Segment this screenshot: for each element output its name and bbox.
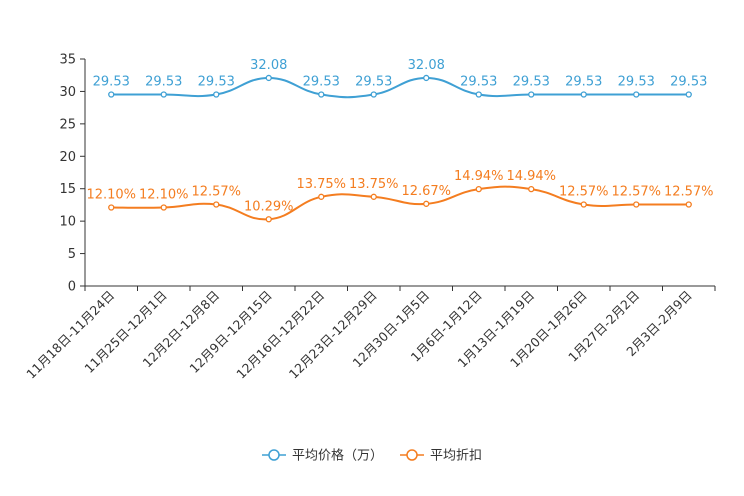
data-point[interactable] (475, 185, 482, 193)
data-point[interactable] (423, 74, 430, 82)
x-tick-label: 11月18日-11月24日 (23, 288, 117, 382)
data-label: 29.53 (618, 74, 655, 89)
series-points (108, 74, 692, 223)
data-point[interactable] (580, 91, 587, 98)
legend-marker (268, 449, 280, 461)
x-tick-label: 12月23日-12月29日 (286, 288, 380, 382)
data-label: 29.53 (198, 74, 235, 89)
x-tick-label: 12月16日-12月22日 (233, 288, 327, 382)
x-axis-ticks: 11月18日-11月24日11月25日-12月1日12月2日-12月8日12月9… (23, 286, 716, 382)
data-label: 32.08 (250, 58, 287, 73)
data-point[interactable] (528, 91, 535, 98)
data-label: 12.10% (86, 188, 136, 203)
data-label: 14.94% (506, 169, 556, 184)
data-label: 13.75% (349, 177, 399, 192)
y-tick-label: 20 (59, 150, 76, 165)
legend-label: 平均折扣 (430, 449, 482, 464)
legend-label: 平均价格（万） (292, 448, 383, 464)
data-point[interactable] (423, 200, 430, 207)
data-label: 13.75% (296, 177, 346, 192)
y-tick-label: 30 (59, 85, 76, 100)
data-point[interactable] (475, 91, 482, 98)
data-point[interactable] (685, 201, 692, 208)
y-tick-label: 35 (59, 53, 76, 68)
data-point[interactable] (528, 185, 535, 193)
legend[interactable]: 平均价格（万） 平均折扣 (262, 448, 482, 464)
series-lines (111, 76, 689, 221)
data-point[interactable] (580, 201, 587, 208)
data-point[interactable] (213, 91, 220, 98)
data-point[interactable] (633, 201, 640, 208)
data-label: 29.53 (93, 74, 130, 89)
data-point[interactable] (370, 193, 377, 200)
data-label: 29.53 (460, 74, 497, 89)
data-label: 12.67% (401, 184, 451, 199)
data-label: 10.29% (244, 199, 294, 214)
data-label: 14.94% (454, 169, 504, 184)
legend-marker (406, 449, 418, 461)
y-tick-label: 25 (59, 117, 76, 132)
data-label: 29.53 (145, 74, 182, 89)
legend-item-1[interactable]: 平均价格（万） (262, 448, 383, 464)
data-point[interactable] (265, 216, 272, 223)
data-point[interactable] (265, 74, 272, 82)
data-label: 12.57% (191, 184, 241, 199)
data-label: 12.57% (559, 184, 609, 199)
data-label: 12.57% (664, 184, 714, 199)
data-point[interactable] (160, 204, 167, 211)
data-point[interactable] (633, 91, 640, 98)
data-label: 12.57% (611, 184, 661, 199)
data-label: 29.53 (355, 74, 392, 89)
data-point[interactable] (318, 91, 325, 98)
data-point[interactable] (160, 91, 167, 98)
data-point[interactable] (213, 201, 220, 208)
data-point[interactable] (370, 91, 377, 98)
series-line-1 (111, 76, 689, 99)
series-line-2 (111, 185, 689, 221)
data-label: 29.53 (565, 74, 602, 89)
data-label: 32.08 (408, 58, 445, 73)
series-data-labels: 29.53 29.53 29.53 32.08 29.53 29.53 32.08 29.53… (86, 58, 713, 214)
data-point[interactable] (108, 204, 115, 211)
data-point[interactable] (685, 91, 692, 98)
y-axis-ticks: 0 5 10 15 20 25 30 35 (59, 53, 85, 295)
data-label: 29.53 (513, 74, 550, 89)
legend-item-2[interactable]: 平均折扣 (400, 449, 482, 464)
axes (84, 59, 715, 287)
y-tick-label: 15 (59, 182, 76, 197)
data-point[interactable] (318, 193, 325, 200)
data-point[interactable] (108, 91, 115, 98)
data-label: 29.53 (303, 74, 340, 89)
y-tick-label: 5 (68, 247, 76, 262)
y-tick-label: 0 (68, 280, 76, 295)
data-label: 29.53 (670, 74, 707, 89)
y-tick-label: 10 (59, 215, 76, 230)
data-label: 12.10% (139, 188, 189, 203)
